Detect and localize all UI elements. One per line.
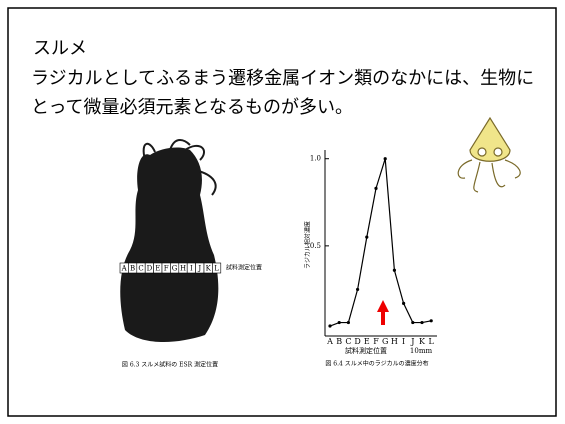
point [383, 157, 387, 161]
point [411, 320, 415, 325]
x-tick-label: J [410, 337, 414, 346]
grid-letter: J [197, 265, 201, 273]
x-tick-label: L [429, 337, 435, 346]
point [420, 320, 424, 325]
x-tick-label: A [326, 337, 333, 346]
grid-letter: B [130, 265, 135, 273]
grid-letter: L [214, 265, 219, 273]
grid-letter: E [155, 265, 160, 273]
slide-title: スルメ [33, 38, 87, 59]
scale-label: 10mm [410, 347, 433, 355]
point [429, 319, 433, 323]
x-tick-label: I [402, 337, 405, 346]
x-tick-label: C [345, 337, 351, 346]
slide-text-box: ラジカルとしてふるまう遷移金属イオン類のなかには、生物にとって微量必須元素となる… [31, 68, 535, 118]
x-tick-label: K [419, 337, 426, 346]
grid-letter: H [180, 265, 186, 273]
y-axis-label: ラジカル相対濃度 [304, 221, 312, 269]
line [329, 158, 432, 327]
x-tick-label: D [354, 337, 360, 346]
point [337, 320, 341, 325]
x-tick-label: E [364, 337, 370, 346]
slide-text: ラジカルとしてふるまう遷移金属イオン類のなかには、生物にとって微量必須元素となる… [31, 68, 535, 118]
grid-letter: A [121, 265, 128, 273]
y-tick-label: 1.0 [310, 155, 321, 163]
chart: 0.5 1.0 ラジカル相対濃度 A B C D E F G H I J K L 試料測定位置 10mm 図 6.… [304, 150, 437, 368]
x-tick-label: H [391, 337, 398, 346]
grid-letter: I [190, 265, 193, 273]
point [346, 320, 350, 325]
position-label: 試料測定位置 [226, 264, 262, 272]
grid-letter: F [164, 265, 169, 273]
point [356, 287, 360, 292]
point [402, 301, 406, 305]
x-tick-label: G [382, 337, 388, 346]
point [365, 235, 369, 239]
arrow [377, 300, 389, 325]
caption-right: 図 6.4 スルメ中のラジカルの濃度分布 [325, 360, 428, 368]
grid-letter: G [172, 265, 178, 273]
x-tick-label: B [336, 337, 342, 346]
slide-border [7, 7, 557, 417]
grid-letter: K [206, 265, 212, 273]
point [374, 186, 378, 190]
x-axis-label: 試料測定位置 [345, 346, 387, 355]
grid-cell [212, 262, 222, 274]
point [392, 268, 396, 272]
grid-letter: D [147, 265, 153, 273]
y-tick-label: 0.5 [310, 242, 321, 250]
squid-photo [120, 139, 219, 342]
cartoon-squid [457, 116, 521, 193]
point [328, 324, 332, 328]
caption-left: 図 6.3 スルメ試料の ESR 測定位置 [122, 361, 218, 369]
grid-letter: C [138, 265, 143, 273]
x-tick-label: F [373, 337, 379, 346]
